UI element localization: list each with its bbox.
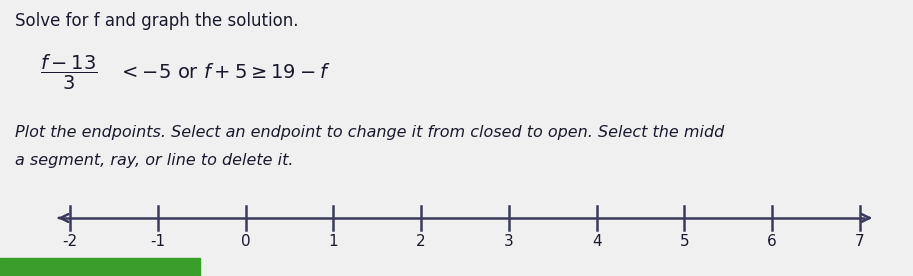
Text: 3: 3 (504, 234, 514, 249)
Text: 4: 4 (592, 234, 602, 249)
Text: 7: 7 (855, 234, 865, 249)
Text: -2: -2 (62, 234, 78, 249)
Text: 1: 1 (329, 234, 338, 249)
Text: 2: 2 (416, 234, 426, 249)
Text: Solve for f and graph the solution.: Solve for f and graph the solution. (15, 12, 299, 30)
Text: 6: 6 (767, 234, 777, 249)
Text: $< -5\ \mathrm{or}\ f + 5 \geq 19 - f$: $< -5\ \mathrm{or}\ f + 5 \geq 19 - f$ (118, 62, 331, 81)
Text: $\dfrac{f - 13}{3}$: $\dfrac{f - 13}{3}$ (40, 52, 98, 92)
Text: a segment, ray, or line to delete it.: a segment, ray, or line to delete it. (15, 153, 293, 168)
Text: -1: -1 (151, 234, 165, 249)
Text: Plot the endpoints. Select an endpoint to change it from closed to open. Select : Plot the endpoints. Select an endpoint t… (15, 125, 724, 140)
Text: 5: 5 (679, 234, 689, 249)
Bar (0, 258, 200, 276)
Text: 0: 0 (241, 234, 250, 249)
